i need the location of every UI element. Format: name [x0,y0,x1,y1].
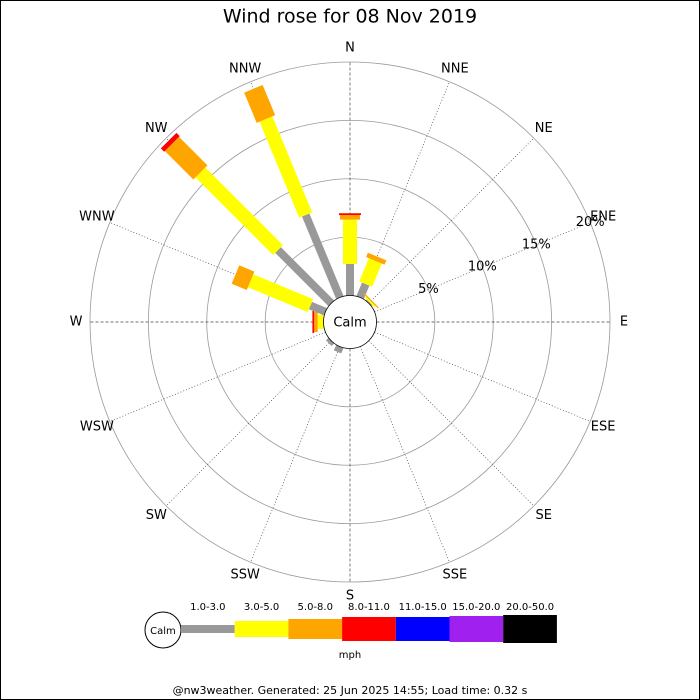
bar-segment [343,219,357,264]
legend-swatch [234,621,289,637]
direction-label: ENE [590,210,616,225]
bar-segment [160,132,180,152]
direction-label: NNE [441,61,469,76]
direction-label: NNW [229,61,261,76]
legend-swatch [449,616,504,642]
direction-label: WSW [80,419,114,434]
calm-label: Calm [333,316,366,331]
calm-circle [323,295,377,349]
bar-segment [275,247,335,307]
bar-segment [247,274,314,313]
legend-swatch [181,625,235,633]
bar-segment [259,116,313,218]
legend-label: 5.0-8.0 [298,602,333,613]
legend-swatch [503,615,557,643]
direction-label: SSE [442,568,467,583]
bar-segment [317,315,324,329]
bar-segment [359,258,382,287]
bar-segment [195,167,283,255]
direction-label: W [70,315,83,330]
direction-label: WNW [79,210,115,225]
direction-label: N [345,41,355,56]
direction-label: ESE [591,419,616,434]
bar-segment [346,263,354,296]
bar-segment [366,252,387,265]
bar-segment [308,301,328,316]
ring-label: 10% [468,260,497,275]
bar-segment [312,311,315,333]
ring-label: 15% [522,237,551,252]
legend-calm-label: Calm [150,626,176,637]
footer: @nw3weather. Generated: 25 Jun 2025 14:5… [173,684,528,697]
bar-segment [364,296,376,308]
direction-label: NE [535,121,553,136]
bar-segment [340,214,360,220]
bar-segment [339,213,361,215]
legend-label: 3.0-5.0 [244,602,279,613]
bar-segment [363,293,379,309]
chart-title: Wind rose for 08 Nov 2019 [223,6,477,28]
ring-label: 20% [576,215,605,230]
legend-label: 8.0-11.0 [348,602,390,613]
ring [89,61,611,583]
direction-label: NW [145,121,168,136]
bar-segment [356,282,370,300]
legend-label: 11.0-15.0 [399,602,447,613]
legend-swatch [342,617,396,641]
direction-label: S [346,589,354,604]
bar-segment [244,84,276,123]
legend-label: 1.0-3.0 [190,602,225,613]
bar-segment [231,265,255,291]
direction-label: SW [146,508,167,523]
bar-segment [365,299,373,307]
legend-label: 15.0-20.0 [452,602,500,613]
ring-label: 5% [418,282,439,297]
bar-segment [325,337,335,347]
direction-label: SSW [230,568,260,583]
direction-label: SE [536,508,552,523]
legend-swatch [395,617,450,641]
direction-label: E [620,315,628,330]
legend-unit: mph [339,650,361,661]
bar-segment [301,213,344,300]
legend-swatch [288,619,343,639]
bar-segment [314,312,318,332]
legend-label: 20.0-50.0 [506,602,554,613]
bar-segment [164,136,208,180]
bar-segment [242,84,265,94]
